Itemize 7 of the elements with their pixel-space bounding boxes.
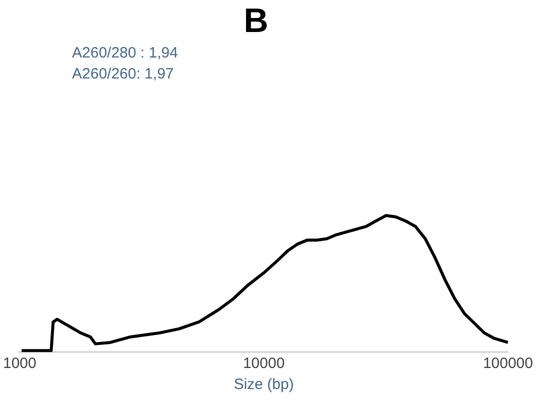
chart-title: B	[244, 2, 268, 40]
x-tick-label: 1000	[2, 355, 36, 372]
text: A260/280 : 1,94	[72, 44, 178, 62]
x-axis-title: Size (bp)	[234, 376, 294, 394]
x-tick-label: 100000	[482, 355, 534, 372]
text: A260/260: 1,97	[72, 66, 174, 83]
x-tick-label: 10000	[242, 355, 285, 372]
